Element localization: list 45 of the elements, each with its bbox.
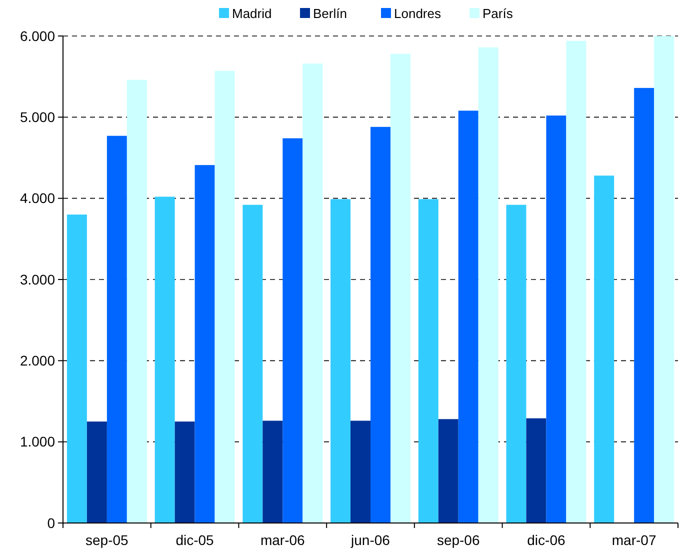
x-tick-label: sep-06 bbox=[436, 532, 480, 548]
bar bbox=[506, 204, 526, 523]
legend-label: Berlín bbox=[313, 6, 347, 21]
bar bbox=[174, 422, 195, 523]
bar bbox=[126, 80, 147, 523]
bar bbox=[566, 40, 586, 523]
x-tick-label: mar-06 bbox=[260, 532, 306, 548]
bar bbox=[302, 64, 323, 523]
bar bbox=[418, 199, 438, 523]
bar bbox=[654, 36, 674, 523]
y-tick-label: 3.000 bbox=[20, 271, 56, 288]
bar bbox=[282, 138, 303, 523]
bar bbox=[438, 419, 458, 523]
y-tick-label: 2.000 bbox=[20, 352, 56, 369]
bar bbox=[458, 110, 478, 523]
bar bbox=[546, 116, 566, 523]
x-tick-label: sep-05 bbox=[86, 532, 129, 548]
bar bbox=[86, 422, 107, 523]
y-tick-label: 6.000 bbox=[20, 28, 56, 44]
y-tick-label: 1.000 bbox=[20, 434, 56, 450]
bar bbox=[594, 176, 614, 523]
bar bbox=[350, 420, 370, 523]
x-tick-label: dic-05 bbox=[176, 532, 214, 548]
bar bbox=[106, 136, 127, 523]
legend-label: París bbox=[482, 6, 514, 21]
bar bbox=[66, 214, 87, 523]
legend-label: Madrid bbox=[232, 6, 272, 21]
x-tick-label: jun-06 bbox=[350, 532, 390, 548]
bar bbox=[154, 196, 175, 523]
bar bbox=[242, 204, 263, 523]
x-tick-label: mar-07 bbox=[612, 532, 656, 548]
x-tick-label: dic-06 bbox=[527, 532, 566, 548]
bar bbox=[330, 199, 351, 523]
bar bbox=[194, 165, 215, 523]
bar bbox=[526, 418, 546, 523]
bar bbox=[370, 126, 390, 523]
y-tick-label: 5.000 bbox=[20, 109, 56, 126]
bar bbox=[390, 54, 410, 523]
legend-label: Londres bbox=[394, 6, 442, 21]
bar bbox=[214, 70, 235, 523]
y-tick-label: 0 bbox=[47, 514, 56, 531]
bar bbox=[262, 420, 283, 523]
y-tick-label: 4.000 bbox=[20, 190, 56, 206]
bar bbox=[478, 47, 498, 523]
bar bbox=[634, 88, 654, 523]
